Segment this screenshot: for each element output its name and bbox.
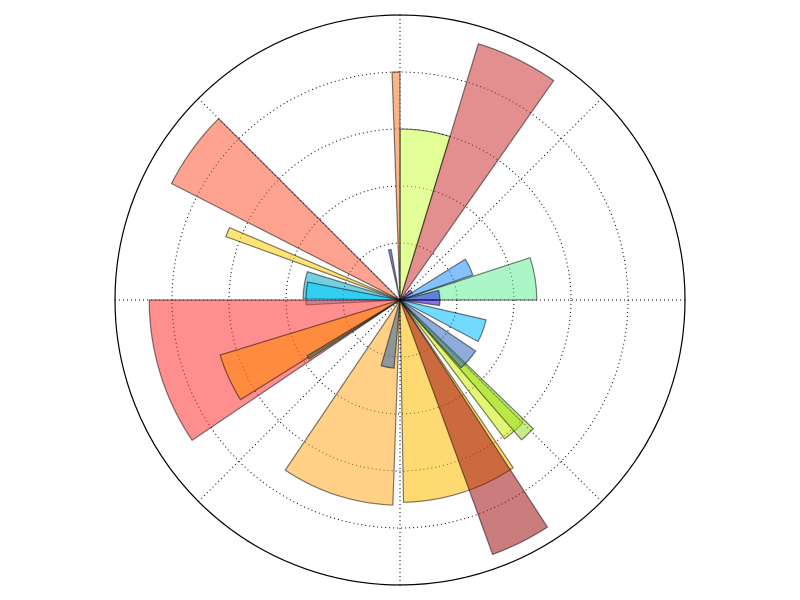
- polar-bar-7: [391, 71, 401, 301]
- polar-bar-3: [399, 258, 474, 301]
- polar-bar-23: [399, 299, 487, 343]
- polar-bar-4: [399, 289, 414, 301]
- polar-bar-15: [306, 299, 401, 360]
- polar-bar-8: [387, 248, 401, 301]
- polar-bar-5: [399, 43, 555, 301]
- polar-bar-16: [284, 297, 401, 506]
- polar-frame-circle: [114, 14, 686, 586]
- polar-bar-17: [380, 299, 401, 369]
- polar-bar-1: [399, 256, 538, 301]
- bars-layer: [148, 43, 555, 556]
- polar-bar-24: [399, 299, 441, 307]
- polar-bar-19: [399, 299, 549, 556]
- polar-bar-9: [170, 117, 401, 301]
- polar-bar-14: [219, 299, 401, 401]
- polar-bar-22: [399, 299, 477, 369]
- polar-bar-10: [225, 226, 401, 301]
